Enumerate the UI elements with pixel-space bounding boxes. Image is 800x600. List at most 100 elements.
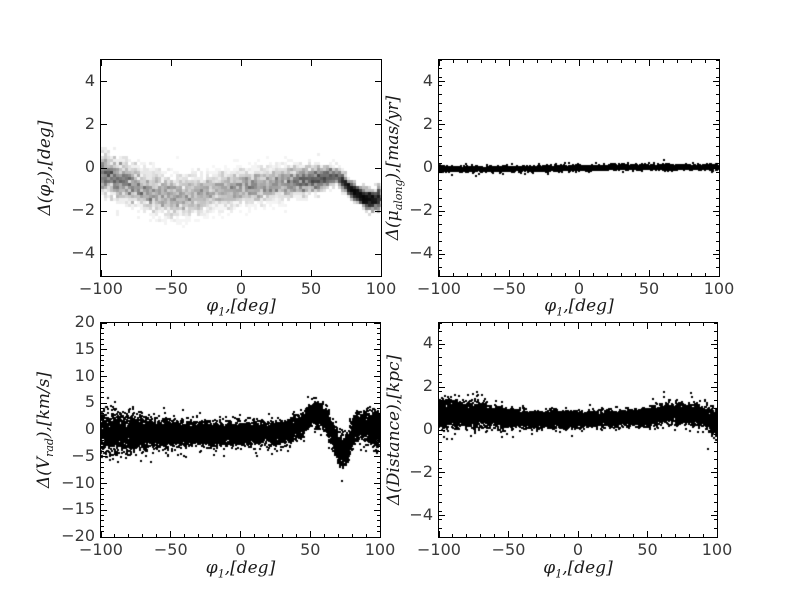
- tick-mark: [377, 359, 380, 361]
- tick-mark: [377, 499, 380, 501]
- tick-mark: [713, 124, 719, 126]
- y-axis-label-units: ),[km/s]: [33, 371, 54, 439]
- tick-mark: [494, 60, 496, 63]
- tick-mark: [439, 275, 442, 277]
- x-tick-label: 50: [638, 279, 660, 298]
- tick-mark: [633, 323, 635, 326]
- tick-mark: [605, 323, 607, 326]
- tick-mark: [374, 456, 380, 458]
- tick-mark: [676, 273, 678, 276]
- tick-mark: [351, 534, 353, 537]
- tick-mark: [374, 536, 380, 538]
- tick-mark: [466, 273, 468, 276]
- tick-mark: [101, 493, 104, 495]
- tick-mark: [480, 273, 482, 276]
- scatter-canvas-delta-vrad: [101, 323, 380, 537]
- tick-mark: [439, 81, 445, 83]
- tick-mark: [101, 333, 104, 335]
- tick-mark: [439, 416, 442, 418]
- tick-mark: [716, 59, 719, 61]
- tick-mark: [452, 534, 454, 537]
- x-axis-label-top-right: φ1,[deg]: [438, 296, 720, 318]
- tick-mark: [184, 534, 186, 537]
- y-tick-label: 2: [422, 113, 433, 133]
- tick-mark: [439, 258, 442, 260]
- tick-mark: [716, 249, 719, 251]
- tick-mark: [375, 124, 381, 126]
- tick-mark: [198, 323, 200, 326]
- y-tick-label: −4: [409, 243, 433, 263]
- tick-mark: [142, 534, 144, 537]
- tick-mark: [716, 232, 719, 234]
- tick-mark: [592, 60, 594, 63]
- tick-mark: [704, 273, 706, 276]
- tick-mark: [101, 370, 104, 372]
- y-tick-label: 2: [84, 113, 95, 133]
- tick-mark: [101, 515, 104, 517]
- tick-mark: [101, 429, 107, 431]
- tick-mark: [101, 520, 104, 522]
- tick-mark: [309, 323, 311, 329]
- tick-mark: [508, 323, 509, 329]
- tick-mark: [253, 323, 255, 326]
- x-tick-label: 50: [300, 279, 322, 298]
- tick-mark: [309, 531, 311, 537]
- tick-mark: [377, 493, 380, 495]
- tick-mark: [377, 338, 380, 340]
- y-tick-label: 4: [422, 70, 433, 90]
- tick-mark: [377, 418, 380, 420]
- tick-mark: [281, 323, 283, 326]
- x-axis-label-bottom-left: φ1,[deg]: [100, 558, 381, 580]
- y-tick-label: −4: [409, 504, 433, 524]
- tick-mark: [101, 376, 107, 377]
- tick-mark: [101, 365, 104, 367]
- tick-mark: [101, 408, 104, 410]
- tick-mark: [676, 60, 678, 63]
- x-axis-label-subscript: 1: [218, 305, 226, 319]
- tick-mark: [711, 386, 717, 388]
- tick-mark: [374, 349, 380, 351]
- y-axis-label-units: ),[deg]: [34, 120, 55, 178]
- tick-mark: [226, 323, 228, 326]
- x-axis-label-symbol: φ: [206, 296, 219, 316]
- tick-mark: [101, 488, 104, 490]
- tick-mark: [101, 167, 107, 169]
- tick-mark: [439, 124, 445, 126]
- tick-mark: [716, 119, 719, 121]
- tick-mark: [379, 531, 381, 537]
- y-axis-label-delta-vrad: Δ(Vrad),[km/s]: [34, 372, 56, 488]
- tick-mark: [438, 60, 440, 66]
- y-tick-label: 0: [422, 419, 433, 438]
- tick-mark: [439, 399, 442, 401]
- y-axis-label-delta-mu-along: Δ(μalong),[mas/yr]: [383, 96, 405, 241]
- tick-mark: [374, 402, 380, 404]
- tick-mark: [379, 323, 381, 329]
- tick-mark: [674, 534, 676, 537]
- tick-mark: [101, 434, 104, 436]
- tick-mark: [564, 273, 566, 276]
- tick-mark: [439, 167, 445, 169]
- tick-mark: [377, 531, 380, 533]
- tick-mark: [521, 323, 523, 326]
- tick-mark: [714, 331, 717, 333]
- tick-mark: [647, 531, 648, 537]
- tick-mark: [439, 331, 442, 333]
- tick-mark: [377, 386, 380, 388]
- tick-mark: [494, 273, 496, 276]
- tick-mark: [550, 273, 552, 276]
- tick-mark: [439, 493, 442, 495]
- tick-mark: [716, 137, 719, 139]
- tick-mark: [377, 477, 380, 479]
- y-tick-label: −5: [71, 445, 95, 465]
- tick-mark: [591, 534, 593, 537]
- tick-mark: [716, 94, 719, 96]
- tick-mark: [439, 215, 442, 217]
- tick-mark: [377, 424, 380, 426]
- tick-mark: [439, 373, 442, 375]
- tick-mark: [660, 323, 662, 326]
- x-tick-label: 100: [703, 279, 735, 298]
- panel-delta-mu-along: −100 −50 0 50 100 4 2 0 −2 −4: [409, 59, 734, 298]
- tick-mark: [550, 60, 552, 63]
- tick-mark: [101, 413, 104, 415]
- tick-mark: [674, 323, 676, 326]
